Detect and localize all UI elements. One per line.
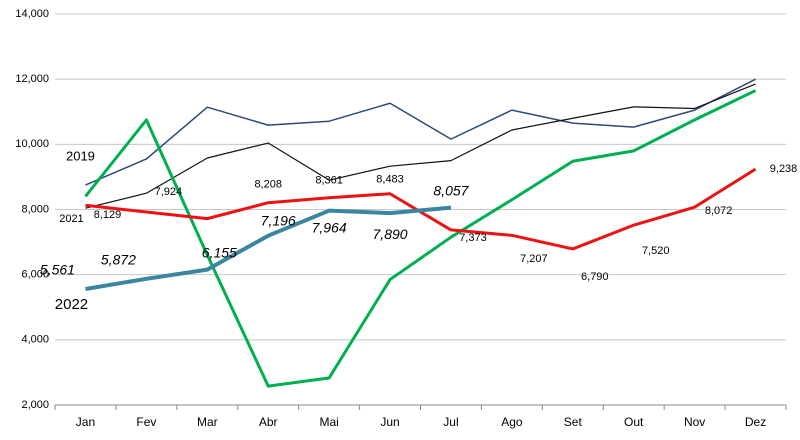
y-tick-label: 8,000 bbox=[21, 203, 49, 215]
x-tick-label: Ago bbox=[501, 415, 523, 429]
x-tick-label: Mar bbox=[197, 415, 218, 429]
data-label: 7,520 bbox=[642, 245, 670, 257]
series-label: 2022 bbox=[55, 296, 88, 313]
series-line bbox=[85, 83, 756, 209]
series-line bbox=[85, 78, 756, 186]
data-label: 8,129 bbox=[94, 209, 122, 221]
x-tick-label: Set bbox=[564, 415, 583, 429]
y-tick-label: 2,000 bbox=[21, 399, 49, 411]
data-label: 5,872 bbox=[101, 252, 136, 268]
series-label: 2019 bbox=[66, 149, 95, 164]
series-line bbox=[84, 89, 757, 388]
data-label: 7,207 bbox=[520, 253, 548, 265]
data-label: 9,238 bbox=[770, 163, 798, 175]
y-tick-label: 14,000 bbox=[15, 8, 49, 20]
x-tick-label: Jul bbox=[443, 415, 458, 429]
x-tick-label: Out bbox=[624, 415, 644, 429]
series-label: 2021 bbox=[59, 213, 83, 225]
y-tick-label: 4,000 bbox=[21, 334, 49, 346]
x-tick-label: Fev bbox=[136, 415, 156, 429]
series-line bbox=[85, 205, 452, 291]
x-tick-label: Dez bbox=[745, 415, 766, 429]
data-label: 8,361 bbox=[315, 175, 343, 187]
data-label: 8,208 bbox=[254, 179, 282, 191]
x-tick-label: Mai bbox=[319, 415, 338, 429]
y-tick-label: 10,000 bbox=[15, 138, 49, 150]
data-label: 7,196 bbox=[261, 212, 296, 228]
data-label: 6,155 bbox=[202, 244, 237, 260]
x-tick-label: Jun bbox=[380, 415, 399, 429]
data-label: 7,890 bbox=[373, 226, 408, 242]
x-tick-label: Abr bbox=[259, 415, 278, 429]
data-label: 6,790 bbox=[581, 271, 609, 283]
x-tick-label: Nov bbox=[684, 415, 705, 429]
data-label: 8,072 bbox=[705, 205, 733, 217]
x-tick-label: Jan bbox=[76, 415, 95, 429]
data-label: 8,057 bbox=[433, 182, 469, 198]
data-label: 7,373 bbox=[459, 232, 487, 244]
data-label: 7,924 bbox=[155, 186, 183, 198]
data-label: 5,561 bbox=[40, 262, 75, 278]
y-tick-label: 6,000 bbox=[21, 269, 49, 281]
data-label: 8,483 bbox=[376, 174, 404, 186]
y-tick-label: 12,000 bbox=[15, 73, 49, 85]
data-label: 7,964 bbox=[312, 219, 347, 235]
